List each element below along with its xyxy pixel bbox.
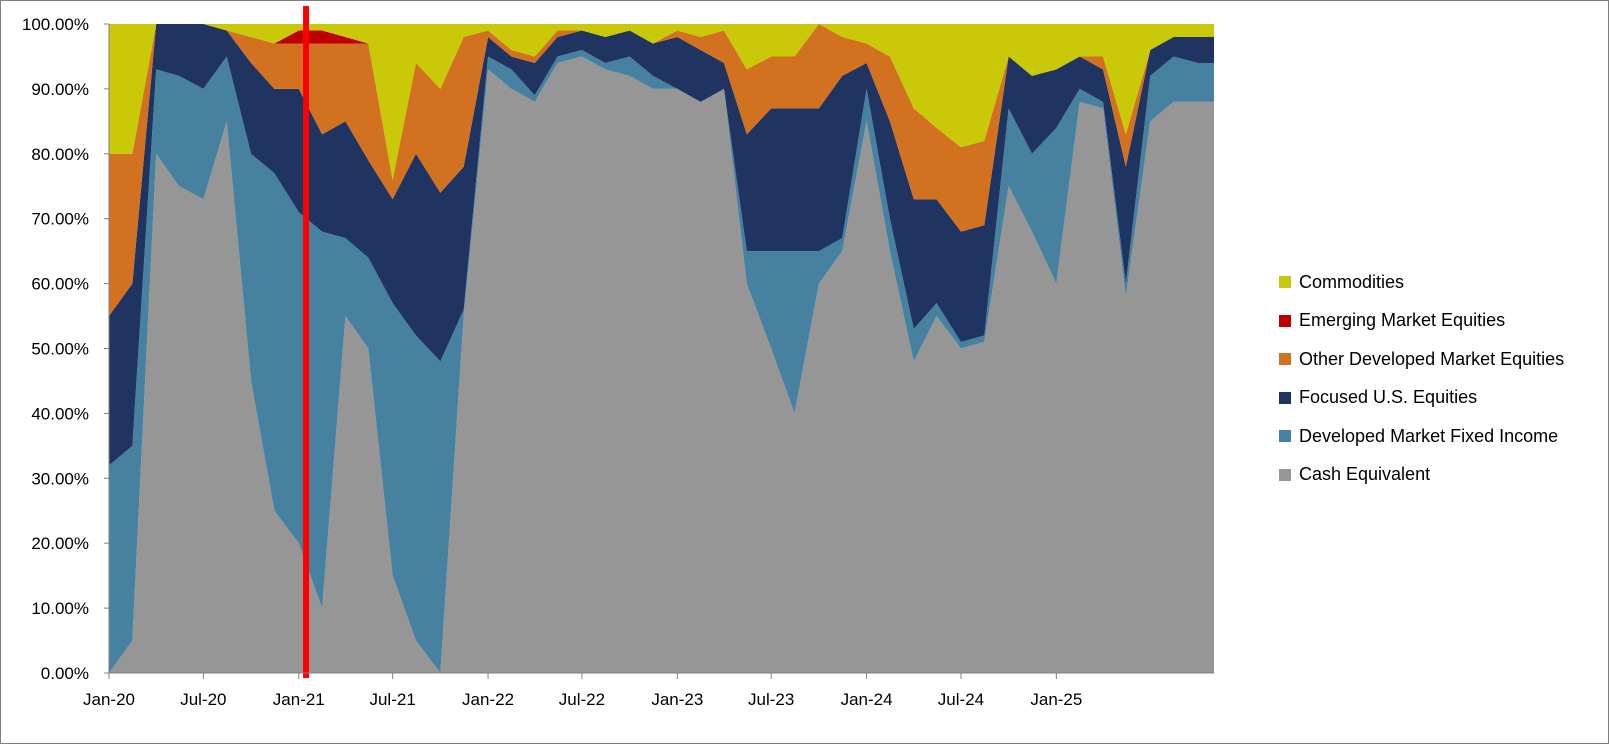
legend-label: Emerging Market Equities xyxy=(1299,310,1506,331)
x-tick-label: Jul-20 xyxy=(180,690,226,709)
legend-item-focused-u-s-equities: Focused U.S. Equities xyxy=(1279,379,1564,418)
x-tick-label: Jul-23 xyxy=(748,690,794,709)
y-tick-label: 30.00% xyxy=(31,469,89,488)
area-focused-u-s-equities xyxy=(109,24,1214,466)
x-tick-label: Jan-25 xyxy=(1030,690,1082,709)
x-tick-label: Jan-21 xyxy=(273,690,325,709)
y-tick-labels: 0.00% 10.00% 20.00% 30.00% 40.00% 50.00% 60.00… xyxy=(22,15,109,683)
x-tick-label: Jan-22 xyxy=(462,690,514,709)
legend-item-commodities: Commodities xyxy=(1279,263,1564,302)
x-tick-labels: Jan-20 Jul-20 Jan-21 Jul-21 Jan-22 Jul-22 Jan-… xyxy=(83,673,1082,709)
legend: Commodities Emerging Market Equities Other… xyxy=(1279,263,1564,494)
x-tick-label: Jan-20 xyxy=(83,690,135,709)
x-tick-label: Jan-24 xyxy=(841,690,893,709)
legend-swatch xyxy=(1279,391,1291,404)
legend-swatch xyxy=(1279,276,1291,289)
legend-label: Focused U.S. Equities xyxy=(1299,387,1478,408)
area-commodities xyxy=(109,24,1214,180)
x-tick-label: Jan-23 xyxy=(651,690,703,709)
legend-swatch xyxy=(1279,430,1291,443)
legend-swatch xyxy=(1279,314,1291,327)
y-tick-label: 80.00% xyxy=(31,145,89,164)
legend-label: Other Developed Market Equities xyxy=(1299,348,1565,369)
y-tick-label: 20.00% xyxy=(31,534,89,553)
legend-label: Developed Market Fixed Income xyxy=(1299,425,1559,446)
area-cash-equivalent xyxy=(109,56,1214,673)
y-tick-label: 70.00% xyxy=(31,210,89,229)
legend-label: Commodities xyxy=(1299,271,1405,292)
area-developed-market-fixed-income xyxy=(109,49,1214,673)
legend-item-other-developed-market-equities: Other Developed Market Equities xyxy=(1279,340,1564,379)
legend-swatch xyxy=(1279,468,1291,481)
y-tick-label: 40.00% xyxy=(31,404,89,423)
y-tick-label: 10.00% xyxy=(31,599,89,618)
series-areas xyxy=(109,24,1214,673)
x-tick-label: Jul-22 xyxy=(559,690,605,709)
x-tick-label: Jul-21 xyxy=(369,690,415,709)
legend-swatch xyxy=(1279,353,1291,366)
y-tick-label: 0.00% xyxy=(41,664,89,683)
legend-item-developed-market-fixed-income: Developed Market Fixed Income xyxy=(1279,417,1564,456)
x-tick-label: Jul-24 xyxy=(938,690,984,709)
y-tick-label: 100.00% xyxy=(22,15,89,34)
y-tick-label: 90.00% xyxy=(31,80,89,99)
legend-item-emerging-market-equities: Emerging Market Equities xyxy=(1279,302,1564,341)
legend-item-cash-equivalent: Cash Equivalent xyxy=(1279,456,1564,495)
y-tick-label: 50.00% xyxy=(31,340,89,359)
y-tick-label: 60.00% xyxy=(31,275,89,294)
legend-label: Cash Equivalent xyxy=(1299,464,1431,485)
